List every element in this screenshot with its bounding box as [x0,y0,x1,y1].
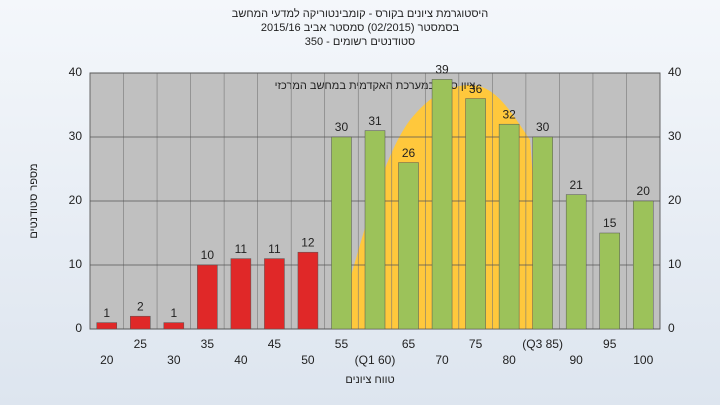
data-label: 31 [368,114,382,128]
x-tick-label: 50 [301,353,315,367]
x-tick-label: 100 [633,353,653,367]
data-label: 1 [170,306,177,320]
y2-tick-label: 20 [668,193,682,207]
x-tick-label: 35 [201,337,215,351]
bar [599,232,620,330]
bar [431,79,453,330]
x-tick-label: 55 [335,337,349,351]
bar [297,251,319,330]
x-tick-label: 25 [134,337,148,351]
chart-subtitle: סטודנטים רשומים - 350 [305,36,416,48]
data-label: 21 [569,178,583,192]
bar [130,315,151,330]
bar [163,322,185,330]
bar [398,162,419,330]
data-label: 1 [103,306,110,320]
bar [230,258,252,330]
chart-title: היסטוגרמת ציונים בקורס - קומבינטוריקה למ… [232,7,489,20]
x-axis-label: טווח ציונים [345,374,394,386]
x-tick-label: 40 [234,353,248,367]
y-axis-label: מספר סטודנטים [28,163,40,238]
data-label: 30 [536,120,550,134]
y2-tick-label: 0 [668,321,675,335]
x-tick-label: 30 [167,353,181,367]
x-tick-label: 95 [603,337,617,351]
chart-subtitle: בסמסטר (02/2015) סמסטר אביב 2015/16 [261,22,460,34]
data-label: 11 [268,242,281,256]
x-tick-label: 65 [402,337,416,351]
bar [96,322,118,330]
data-label: 12 [301,235,315,249]
x-tick-label: 70 [435,353,449,367]
x-tick-label: 90 [569,353,583,367]
bar [364,130,386,330]
y-tick-label: 40 [69,65,83,79]
data-label: 15 [603,216,617,230]
data-label: 30 [335,120,349,134]
bar [197,264,218,330]
y-tick-label: 10 [69,257,83,271]
data-label: 39 [435,63,449,77]
data-label: 32 [502,107,516,121]
bar [632,200,654,330]
data-label: 26 [402,146,416,160]
data-label: 36 [469,82,483,96]
x-tick-label: 75 [469,337,483,351]
bar [532,136,553,330]
x-tick-label: 45 [268,337,282,351]
data-label: 20 [637,184,651,198]
y2-tick-label: 40 [668,65,682,79]
bar [331,136,352,330]
bar [498,123,520,330]
x-tick-label: (Q3 85) [522,337,563,351]
y2-tick-label: 30 [668,129,682,143]
y2-tick-label: 10 [668,257,682,271]
x-tick-label: 80 [502,353,516,367]
data-label: 11 [235,242,248,256]
y-tick-label: 30 [69,129,83,143]
y-tick-label: 20 [69,193,83,207]
y-tick-label: 0 [75,321,82,335]
bar [264,258,285,330]
bar [465,98,486,330]
bar [565,194,587,330]
data-label: 2 [137,299,144,313]
x-tick-label: 20 [100,353,114,367]
data-label: 10 [201,248,215,262]
x-tick-label: (Q1 60) [355,353,396,367]
